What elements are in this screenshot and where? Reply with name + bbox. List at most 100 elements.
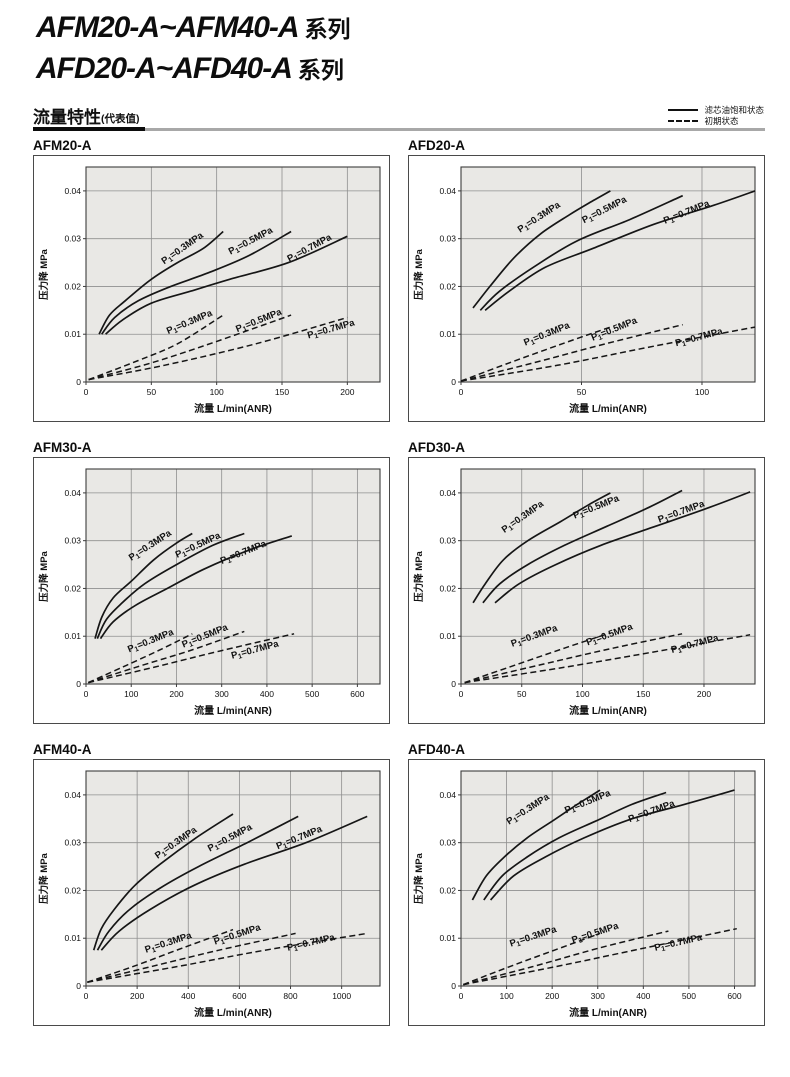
curve-solid-P1-0.3MPa xyxy=(471,789,601,901)
plot-frame xyxy=(85,166,381,383)
curve-dashed-P1-0.7MPa xyxy=(88,633,295,684)
x-axis-title: 流量 L/min(ANR) xyxy=(569,1006,647,1019)
curve-dashed-P1-0.7MPa xyxy=(463,927,737,986)
plot-area xyxy=(461,167,755,382)
curve-solid-P1-0.3MPa xyxy=(98,230,224,335)
x-tick-label: 1000 xyxy=(332,991,351,1001)
curve-solid-P1-0.5MPa xyxy=(482,489,683,604)
y-tick-label: 0.01 xyxy=(439,933,456,943)
curve-solid-P1-0.7MPa xyxy=(494,491,751,604)
x-tick-label: 600 xyxy=(232,991,246,1001)
flow-chart-afm30a: 0 100 200 300 400 500 600 0 0.01 0.02 0.03 0.04 流量 L… xyxy=(38,468,381,717)
y-tick-label: 0 xyxy=(451,981,456,991)
x-tick-label: 300 xyxy=(215,689,229,699)
y-tick-label: 0 xyxy=(76,981,81,991)
x-tick-label: 200 xyxy=(169,689,183,699)
plot-area xyxy=(86,167,380,382)
page-title-line2: AFD20-A~AFD40-A 系列 xyxy=(36,51,351,92)
flow-chart-afd20a: 0 50 100 0 0.01 0.02 0.03 0.04 流量 L/min(ANR) 压力降 … xyxy=(413,166,756,415)
plot-frame xyxy=(85,468,381,685)
plot-frame xyxy=(460,468,756,685)
flow-chart-afm20a: 0 50 100 150 200 0 0.01 0.02 0.03 0.04 流量 L/min(AN… xyxy=(38,166,381,415)
x-axis-title: 流量 L/min(ANR) xyxy=(194,1006,272,1019)
chart-panel-afm40a: AFM40-A 0 200 400 600 800 1000 0 0.01 0.02 0.03 0.… xyxy=(33,742,390,1026)
x-tick-label: 200 xyxy=(340,387,354,397)
chart-box: 0 50 100 0 0.01 0.02 0.03 0.04 流量 L/min(ANR) 压力降 … xyxy=(408,155,765,422)
x-tick-label: 0 xyxy=(459,991,464,1001)
x-tick-label: 400 xyxy=(181,991,195,1001)
curve-solid-P1-0.7MPa xyxy=(99,535,293,640)
x-tick-label: 100 xyxy=(695,387,709,397)
curve-dashed-P1-0.5MPa xyxy=(88,630,245,684)
y-tick-label: 0.02 xyxy=(439,583,456,593)
curve-dashed-P1-0.3MPa xyxy=(464,632,611,684)
chart-panel-afd20a: AFD20-A 0 50 100 0 0.01 0.02 0.03 0.04 流量 L/min(… xyxy=(408,138,765,422)
line-style-legend: 滤芯油饱和状态 初期状态 xyxy=(668,104,764,126)
y-tick-label: 0 xyxy=(451,679,456,689)
chart-box: 0 50 100 150 200 0 0.01 0.02 0.03 0.04 流量 L/min(AN… xyxy=(408,457,765,724)
y-tick-label: 0.03 xyxy=(439,234,456,244)
chart-panel-afd40a: AFD40-A 0 100 200 300 400 500 600 0 0.01 0.02 0.03… xyxy=(408,742,765,1026)
y-tick-label: 0 xyxy=(76,377,81,387)
x-tick-label: 200 xyxy=(697,689,711,699)
x-tick-label: 500 xyxy=(682,991,696,1001)
x-tick-label: 600 xyxy=(727,991,741,1001)
y-tick-label: 0.03 xyxy=(439,536,456,546)
series-name-afd: AFD20-A~AFD40-A xyxy=(36,52,293,85)
curve-dashed-P1-0.5MPa xyxy=(87,932,296,983)
y-tick-label: 0.04 xyxy=(64,790,81,800)
curve-dashed-P1-0.7MPa xyxy=(88,316,348,381)
curve-dashed-P1-0.3MPa xyxy=(460,326,611,382)
curve-dashed-P1-0.7MPa xyxy=(460,326,756,382)
flow-chart-afm40a: 0 200 400 600 800 1000 0 0.01 0.02 0.03 0.04 流量 L/m… xyxy=(38,770,381,1019)
chart-panel-afd30a: AFD30-A 0 50 100 150 200 0 0.01 0.02 0.03 0.04 流量 … xyxy=(408,440,765,724)
curve-solid-P1-0.5MPa xyxy=(483,791,667,901)
y-tick-label: 0.02 xyxy=(439,281,456,291)
x-tick-label: 100 xyxy=(210,387,224,397)
legend-item-initial: 初期状态 xyxy=(668,115,764,126)
y-tick-label: 0.02 xyxy=(64,885,81,895)
curve-solid-P1-0.7MPa xyxy=(100,815,368,951)
x-tick-label: 0 xyxy=(459,689,464,699)
x-tick-label: 400 xyxy=(260,689,274,699)
chart-box: 0 200 400 600 800 1000 0 0.01 0.02 0.03 0.04 流量 L/m… xyxy=(33,759,390,1026)
x-tick-label: 50 xyxy=(517,689,527,699)
legend-item-saturated: 滤芯油饱和状态 xyxy=(668,104,764,115)
x-tick-label: 150 xyxy=(636,689,650,699)
y-axis-title: 压力降 MPa xyxy=(413,550,425,601)
curve-dashed-P1-0.5MPa xyxy=(464,633,683,684)
x-tick-label: 400 xyxy=(636,991,650,1001)
x-tick-label: 100 xyxy=(499,991,513,1001)
curve-dashed-P1-0.7MPa xyxy=(87,932,368,983)
curve-dashed-P1-0.5MPa xyxy=(463,930,669,986)
chart-panel-afm20a: AFM20-A 0 50 100 150 200 0 0.01 0.02 0.03 0.04 流量 … xyxy=(33,138,390,422)
y-tick-label: 0.01 xyxy=(439,631,456,641)
x-tick-label: 100 xyxy=(575,689,589,699)
plot-area xyxy=(86,771,380,986)
x-tick-label: 0 xyxy=(459,387,464,397)
curve-solid-P1-0.3MPa xyxy=(472,190,611,309)
plot-frame xyxy=(85,770,381,987)
y-tick-label: 0 xyxy=(451,377,456,387)
curve-solid-P1-0.3MPa xyxy=(472,492,611,604)
page-title-line1: AFM20-A~AFM40-A 系列 xyxy=(36,10,351,51)
curve-solid-P1-0.3MPa xyxy=(94,532,193,639)
x-tick-label: 600 xyxy=(350,689,364,699)
charts-grid: AFM20-A 0 50 100 150 200 0 0.01 0.02 0.03 0.04 流量 … xyxy=(33,138,765,1026)
y-axis-title: 压力降 MPa xyxy=(38,248,50,299)
x-tick-label: 150 xyxy=(275,387,289,397)
y-tick-label: 0.03 xyxy=(64,838,81,848)
curve-solid-P1-0.5MPa xyxy=(96,532,245,639)
page-header: AFM20-A~AFM40-A 系列 AFD20-A~AFD40-A 系列 xyxy=(36,10,351,92)
chart-box: 0 100 200 300 400 500 600 0 0.01 0.02 0.03 0.04 流量 L… xyxy=(408,759,765,1026)
y-tick-label: 0.01 xyxy=(64,631,81,641)
section-title-text: 流量特性 xyxy=(33,108,101,127)
y-tick-label: 0.04 xyxy=(439,488,456,498)
y-tick-label: 0.04 xyxy=(64,488,81,498)
curve-solid-P1-0.5MPa xyxy=(101,230,292,335)
curve-dashed-P1-0.5MPa xyxy=(460,323,683,382)
curve-dashed-P1-0.5MPa xyxy=(88,314,292,381)
chart-title: AFD40-A xyxy=(408,742,466,757)
chart-title: AFM40-A xyxy=(33,742,92,757)
